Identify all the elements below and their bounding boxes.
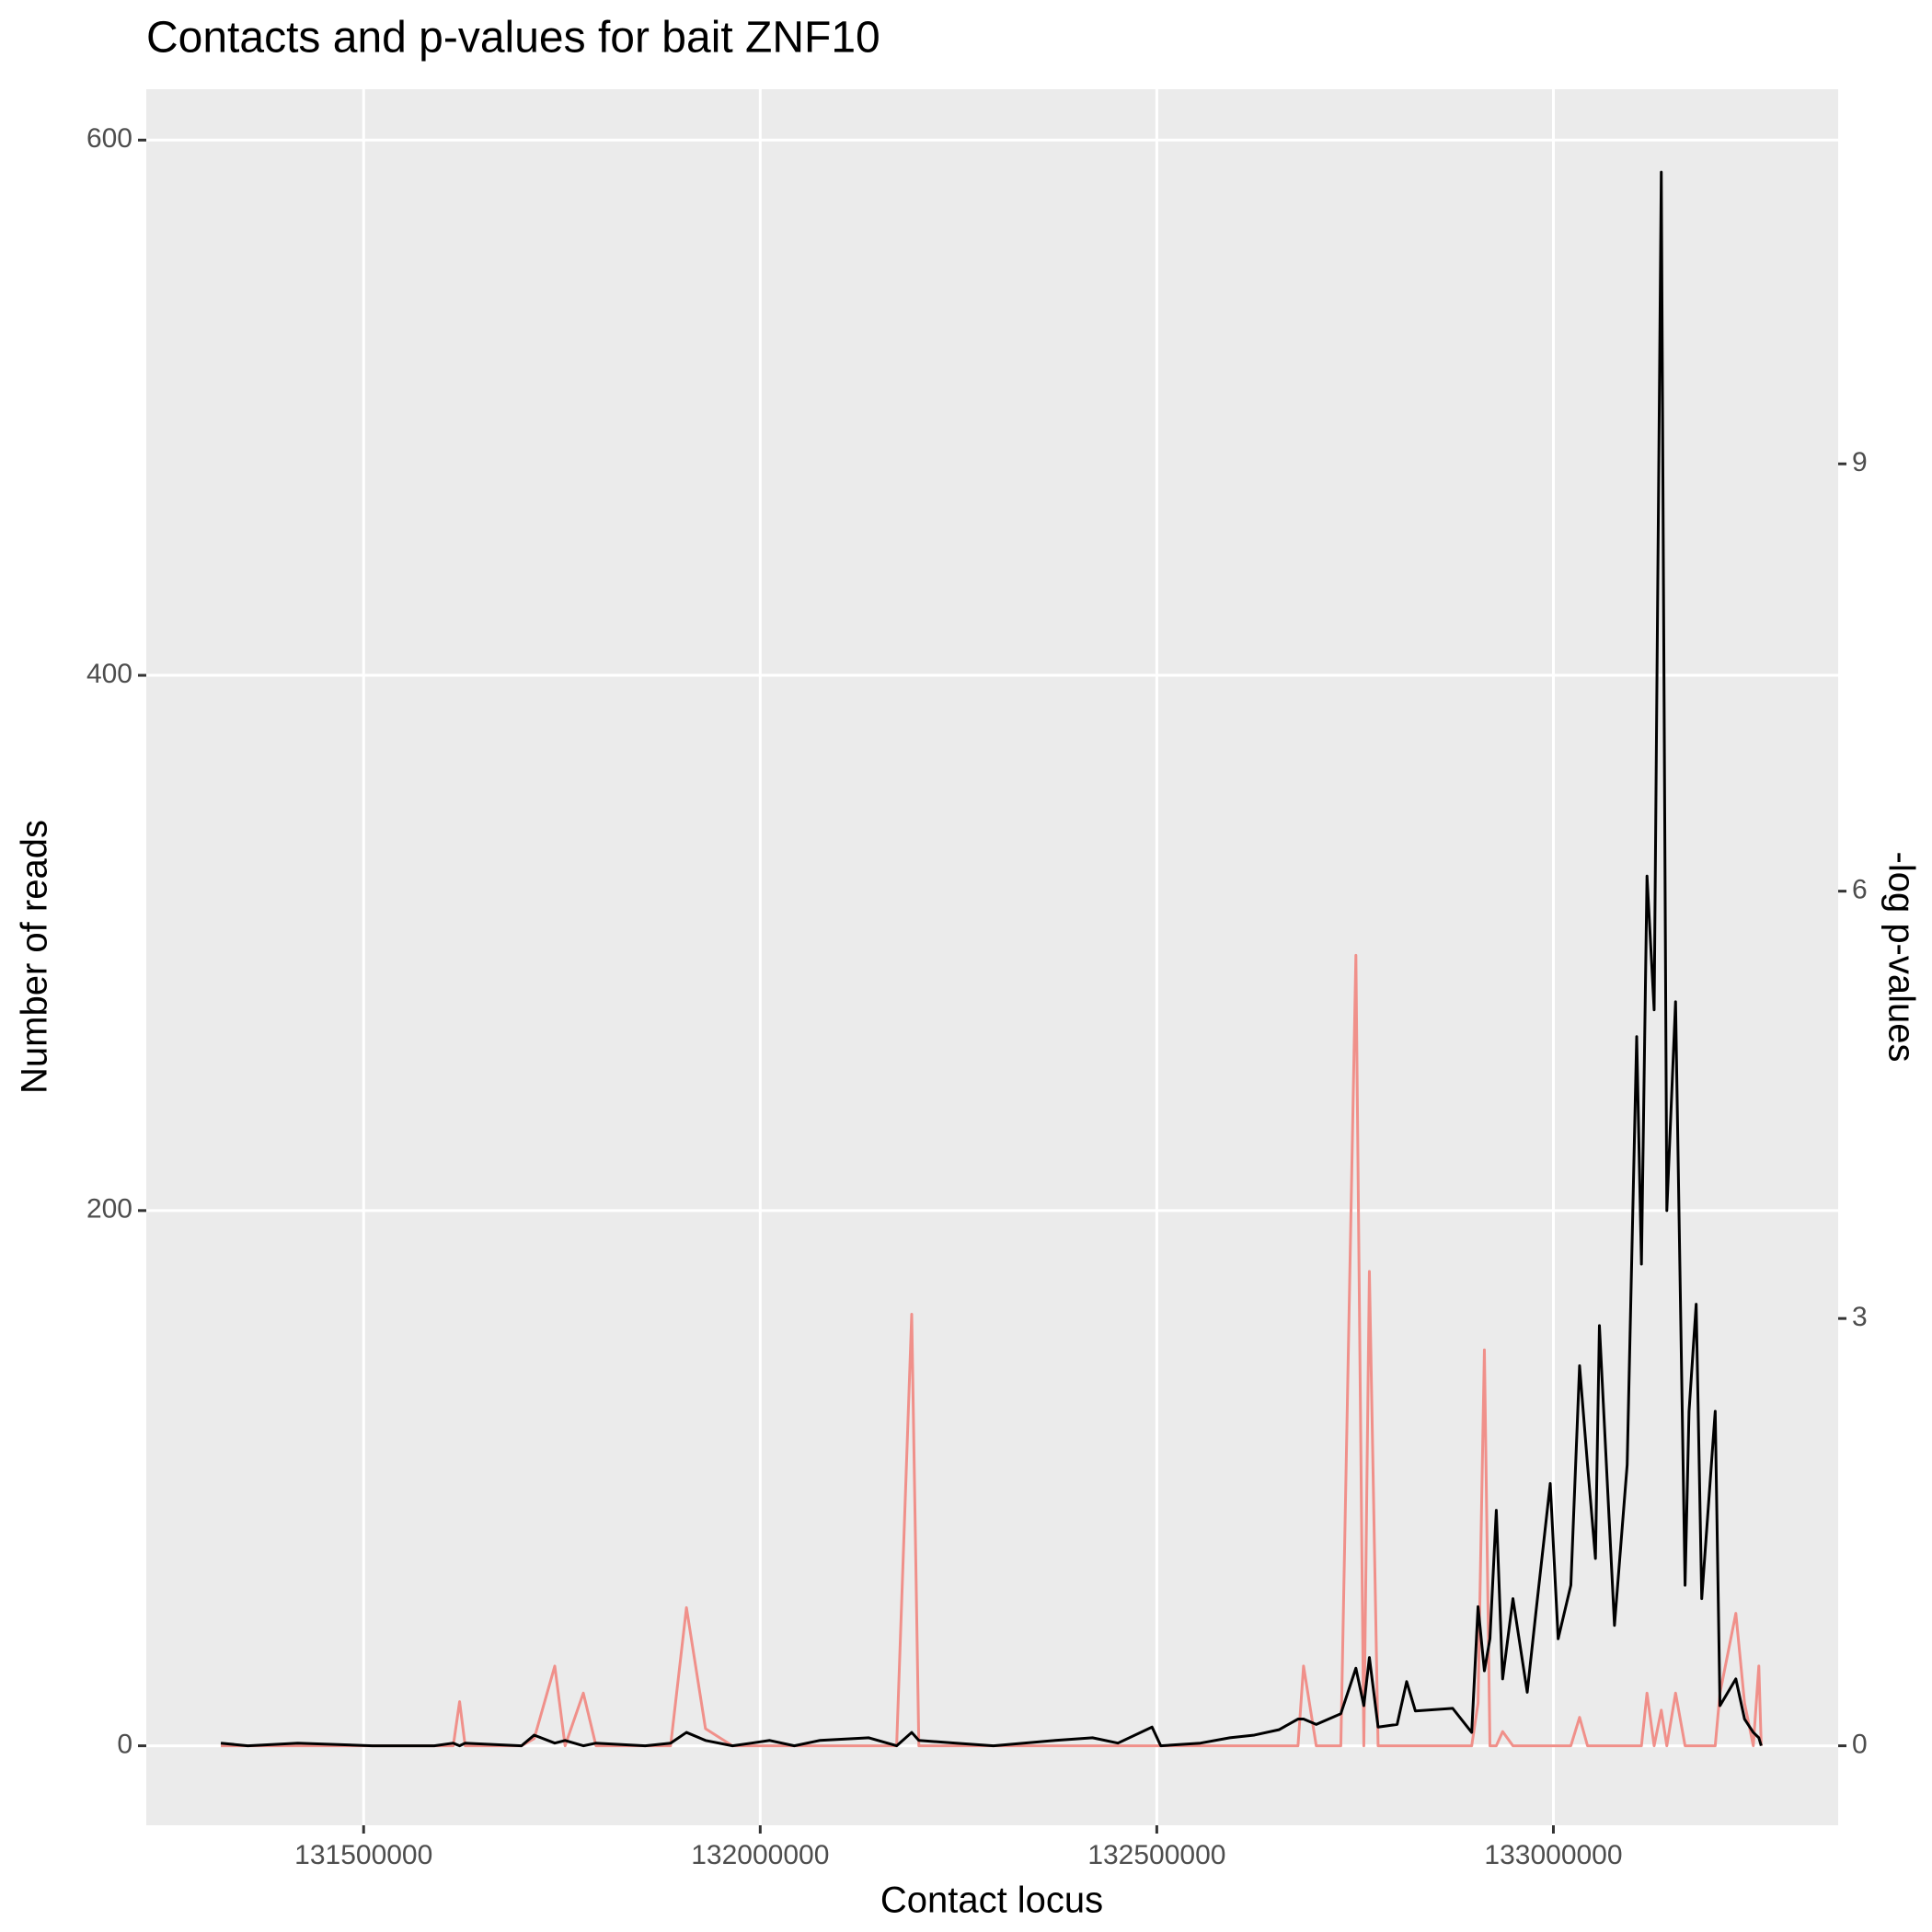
y2-tick-label: 0 xyxy=(1852,1730,1868,1760)
grid xyxy=(146,89,1838,1825)
lines xyxy=(220,170,1763,1748)
y2-tick-label: 6 xyxy=(1852,875,1868,905)
x-tick-label: 133000000 xyxy=(1484,1840,1622,1870)
y-axis-title: Number of reads xyxy=(15,820,55,1094)
y2-tick-label: 9 xyxy=(1852,447,1868,477)
x-tick-label: 132500000 xyxy=(1087,1840,1225,1870)
chart-title: Contacts and p-values for bait ZNF10 xyxy=(146,14,880,63)
y2-tick-label: 3 xyxy=(1852,1302,1868,1332)
y-tick-label: 400 xyxy=(86,659,132,689)
panel xyxy=(146,89,1838,1825)
y-tick-label: 0 xyxy=(117,1730,132,1760)
axes: 0 200 400 600 0 3 6 9 131500000 132000000 13250000… xyxy=(86,123,1868,1870)
y-tick-label: 600 xyxy=(86,123,132,154)
y2-axis-title: -log p-values xyxy=(1880,851,1921,1062)
y-tick-label: 200 xyxy=(86,1194,132,1225)
x-tick-label: 131500000 xyxy=(294,1840,432,1870)
x-tick-label: 132000000 xyxy=(691,1840,829,1870)
series-line xyxy=(220,170,1763,1748)
x-axis-title: Contact locus xyxy=(880,1880,1103,1921)
